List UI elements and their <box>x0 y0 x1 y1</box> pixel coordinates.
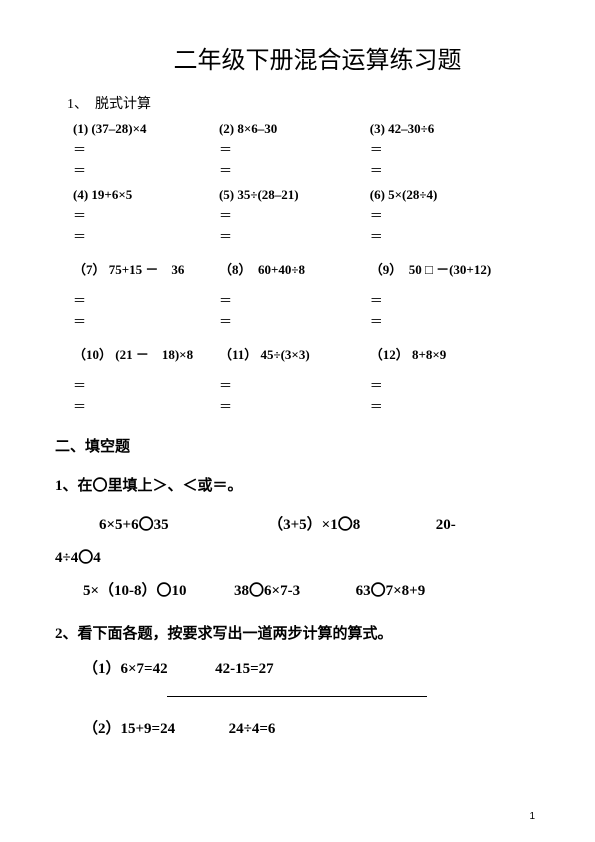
p8: （8） 60+40÷8 <box>219 259 370 278</box>
eq: ＝ <box>73 226 219 245</box>
q1-label: 1、在〇里填上＞、＜或＝。 <box>55 474 540 495</box>
ex1a: （1）6×7=42 <box>83 661 168 677</box>
section-1-head: 1、 脱式计算 <box>67 93 540 113</box>
fc3: 63〇7×8+9 <box>356 583 426 599</box>
eq: ＝ <box>73 139 219 158</box>
fa3: 20- <box>436 517 456 533</box>
p10: （10） (21 － 18)×8 <box>73 344 219 363</box>
eq: ＝ <box>73 160 219 179</box>
fb1: 4÷4〇4 <box>55 550 101 566</box>
fa2: （3+5）×1〇8 <box>268 517 360 533</box>
problems-block-1: (1) (37–28)×4 (2) 8×6–30 (3) 42–30÷6 ＝ ＝… <box>73 121 540 415</box>
ex2b: 24÷4=6 <box>229 721 276 737</box>
eq: ＝ <box>370 160 540 179</box>
eq: ＝ <box>370 290 540 309</box>
eq: ＝ <box>219 290 370 309</box>
eq: ＝ <box>73 311 219 330</box>
fill-row-2: 4÷4〇4 <box>55 542 540 575</box>
p11: （11） 45÷(3×3) <box>219 344 370 363</box>
ex2-row: （2）15+9=24 24÷4=6 <box>83 717 540 738</box>
q2-label: 2、看下面各题，按要求写出一道两步计算的算式。 <box>55 622 540 643</box>
fill-row-3: 5×（10-8）〇10 38〇6×7-3 63〇7×8+9 <box>83 575 540 608</box>
eq: ＝ <box>370 396 540 415</box>
eq: ＝ <box>219 226 370 245</box>
eq: ＝ <box>219 311 370 330</box>
p4: (4) 19+6×5 <box>73 187 219 203</box>
p6: (6) 5×(28÷4) <box>370 187 540 203</box>
fc2: 38〇6×7-3 <box>234 583 300 599</box>
answer-rule-1 <box>167 696 427 697</box>
page-title: 二年级下册混合运算练习题 <box>95 40 540 75</box>
eq: ＝ <box>73 375 219 394</box>
ex1-row: （1）6×7=42 42-15=27 <box>83 657 540 678</box>
p1: (1) (37–28)×4 <box>73 121 219 137</box>
ex2a: （2）15+9=24 <box>83 721 175 737</box>
eq: ＝ <box>370 226 540 245</box>
fill-row-1: 6×5+6〇35 （3+5）×1〇8 20- <box>99 509 540 542</box>
eq: ＝ <box>370 139 540 158</box>
p3: (3) 42–30÷6 <box>370 121 540 137</box>
eq: ＝ <box>370 375 540 394</box>
eq: ＝ <box>219 375 370 394</box>
section-2-head: 二、填空题 <box>55 435 540 456</box>
p9: （9） 50 □ －(30+12) <box>370 259 540 278</box>
eq: ＝ <box>370 205 540 224</box>
p12: （12） 8+8×9 <box>370 344 540 363</box>
fa1: 6×5+6〇35 <box>99 517 169 533</box>
ex1b: 42-15=27 <box>215 661 274 677</box>
eq: ＝ <box>73 396 219 415</box>
eq: ＝ <box>219 205 370 224</box>
eq: ＝ <box>73 205 219 224</box>
eq: ＝ <box>219 396 370 415</box>
eq: ＝ <box>370 311 540 330</box>
eq: ＝ <box>73 290 219 309</box>
p7: （7） 75+15 － 36 <box>73 259 219 278</box>
eq: ＝ <box>219 139 370 158</box>
p2: (2) 8×6–30 <box>219 121 370 137</box>
eq: ＝ <box>219 160 370 179</box>
page-number: 1 <box>529 811 535 822</box>
fc1: 5×（10-8）〇10 <box>83 583 187 599</box>
p5: (5) 35÷(28–21) <box>219 187 370 203</box>
